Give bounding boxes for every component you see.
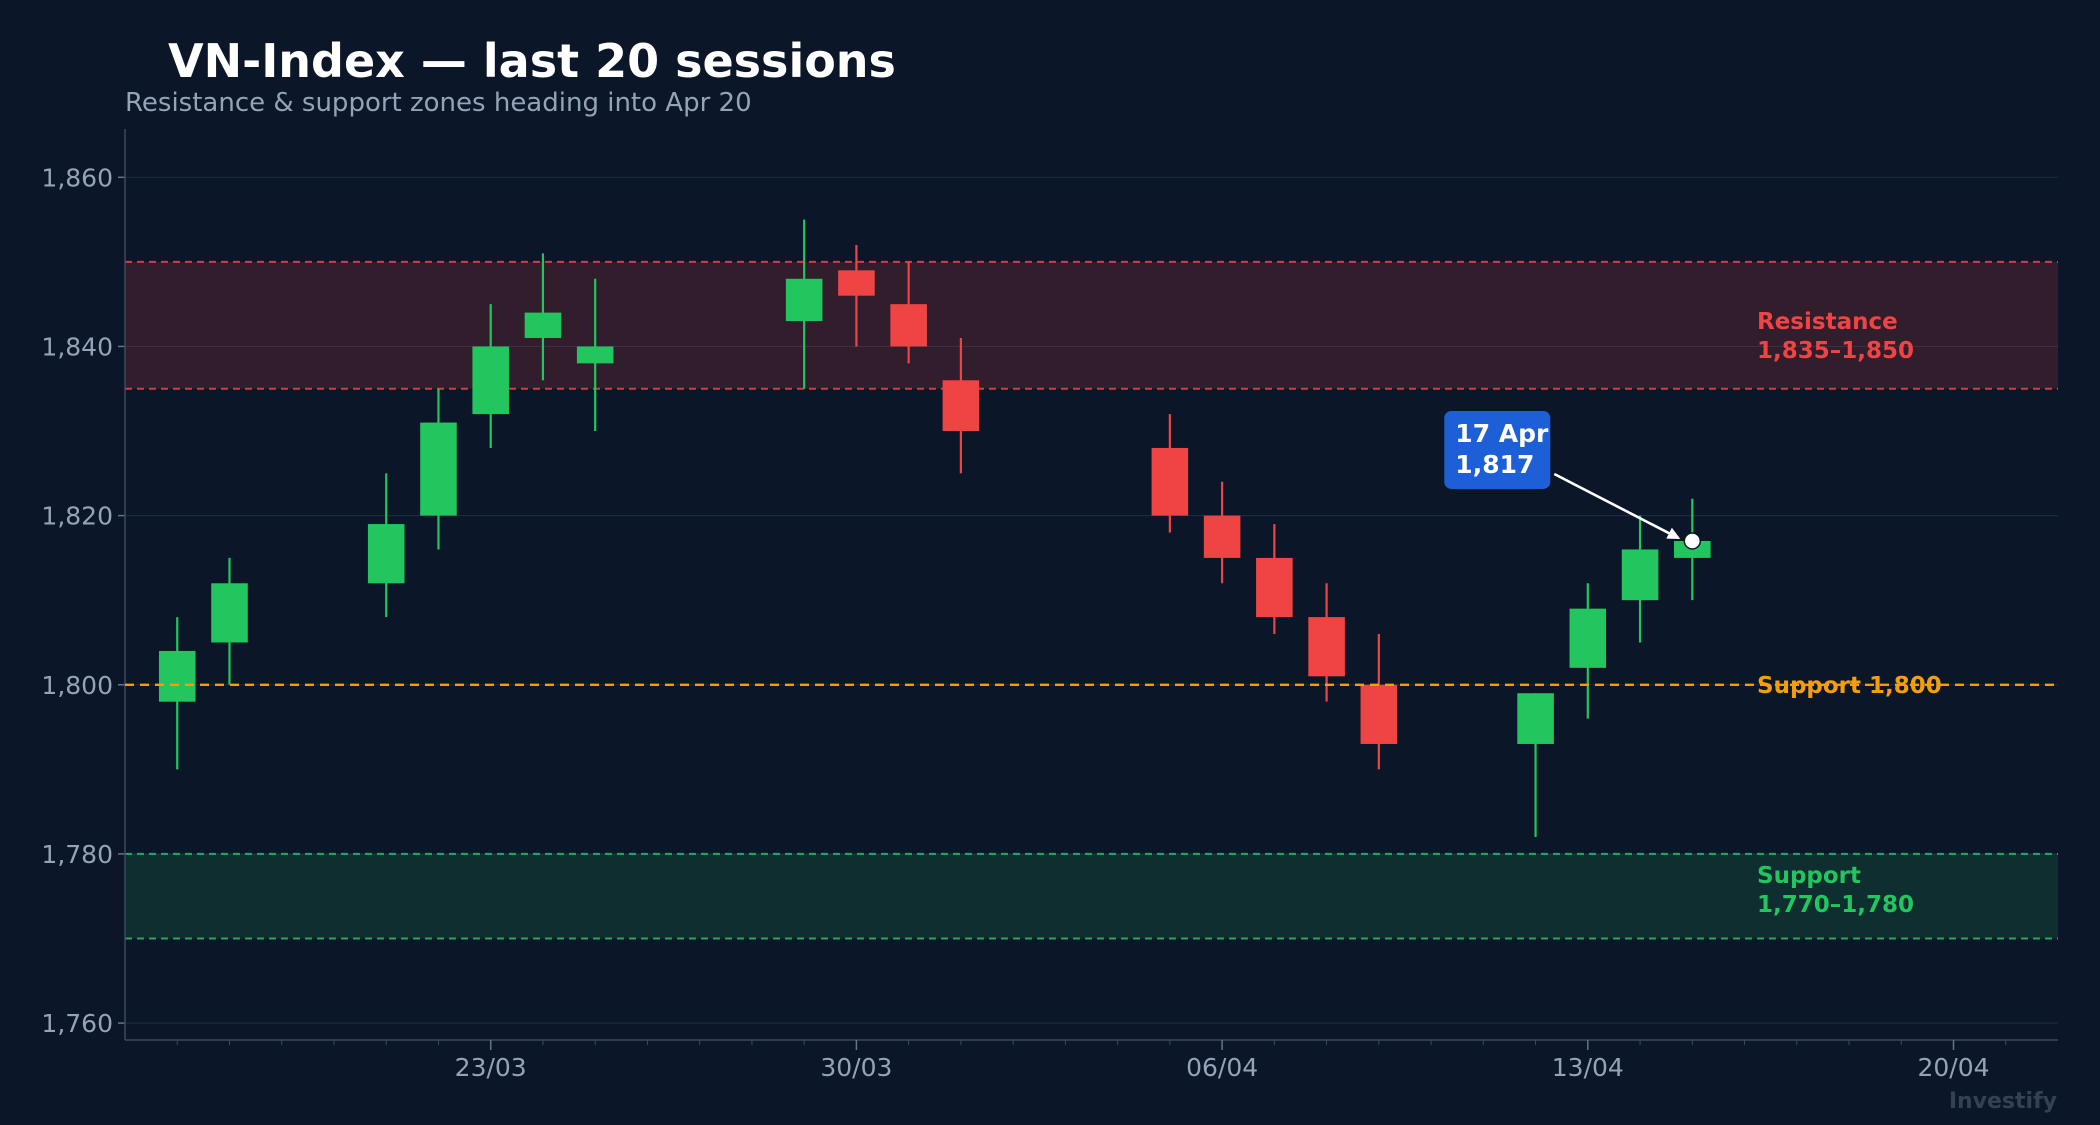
resistance-range-label: 1,835–1,850 — [1757, 338, 1914, 364]
chart-title: VN-Index — last 20 sessions — [168, 34, 896, 88]
callout-box — [1444, 410, 1551, 489]
candle-up — [472, 346, 509, 415]
callout-value: 1,817 — [1455, 450, 1534, 479]
chart-subtitle: Resistance & support zones heading into … — [125, 88, 752, 118]
candle-up — [1569, 608, 1607, 668]
x-tick-label: 20/04 — [1917, 1053, 1989, 1082]
callout-arrow — [1553, 472, 1679, 540]
support-zone-label: Support — [1757, 863, 1861, 889]
zone-labels: Support 1,800Resistance1,835–1,850Suppor… — [125, 309, 2058, 918]
resistance-zone — [125, 261, 2058, 389]
y-tick-label: 1,760 — [41, 1009, 113, 1038]
resistance-label: Resistance — [1757, 309, 1898, 335]
y-tick-label: 1,820 — [41, 502, 113, 531]
x-tick-label: 13/04 — [1552, 1053, 1624, 1082]
y-tick-label: 1,800 — [41, 671, 113, 700]
candle-up — [524, 312, 562, 338]
zones — [125, 260, 2058, 940]
candle-up — [576, 346, 614, 364]
candle-down — [942, 380, 980, 432]
x-tick-label: 23/03 — [455, 1053, 527, 1082]
callout-arrowhead — [1666, 527, 1681, 539]
x-tick-label: 30/03 — [820, 1053, 892, 1082]
candle-up — [158, 650, 196, 702]
candle-down — [1308, 617, 1345, 677]
candle-up — [420, 422, 457, 516]
y-tick-label: 1,780 — [41, 840, 113, 869]
y-tick-label: 1,840 — [41, 332, 113, 361]
support-zone — [125, 853, 2058, 939]
y-tick-label: 1,860 — [41, 163, 113, 192]
candle-down — [890, 304, 927, 347]
annotation-marker — [1683, 532, 1702, 550]
callout-date: 17 Apr — [1455, 419, 1549, 448]
candle-up — [367, 524, 405, 584]
axes: 1,760 1,780 1,800 1,820 1,840 1,860 23/03 30/03… — [41, 129, 2058, 1082]
watermark: Investify — [1949, 1089, 2057, 1114]
candle-down — [1203, 515, 1241, 558]
candle-up — [785, 278, 823, 322]
candle-up — [1621, 549, 1659, 601]
support-zone-range-label: 1,770–1,780 — [1757, 892, 1914, 918]
candle-down — [838, 270, 875, 296]
candle-down — [1360, 684, 1398, 744]
candle-up — [211, 583, 248, 643]
x-tick-label: 06/04 — [1186, 1053, 1258, 1082]
candle-up — [1517, 693, 1554, 744]
candle-down — [1256, 557, 1293, 618]
candle-down — [1151, 447, 1189, 516]
